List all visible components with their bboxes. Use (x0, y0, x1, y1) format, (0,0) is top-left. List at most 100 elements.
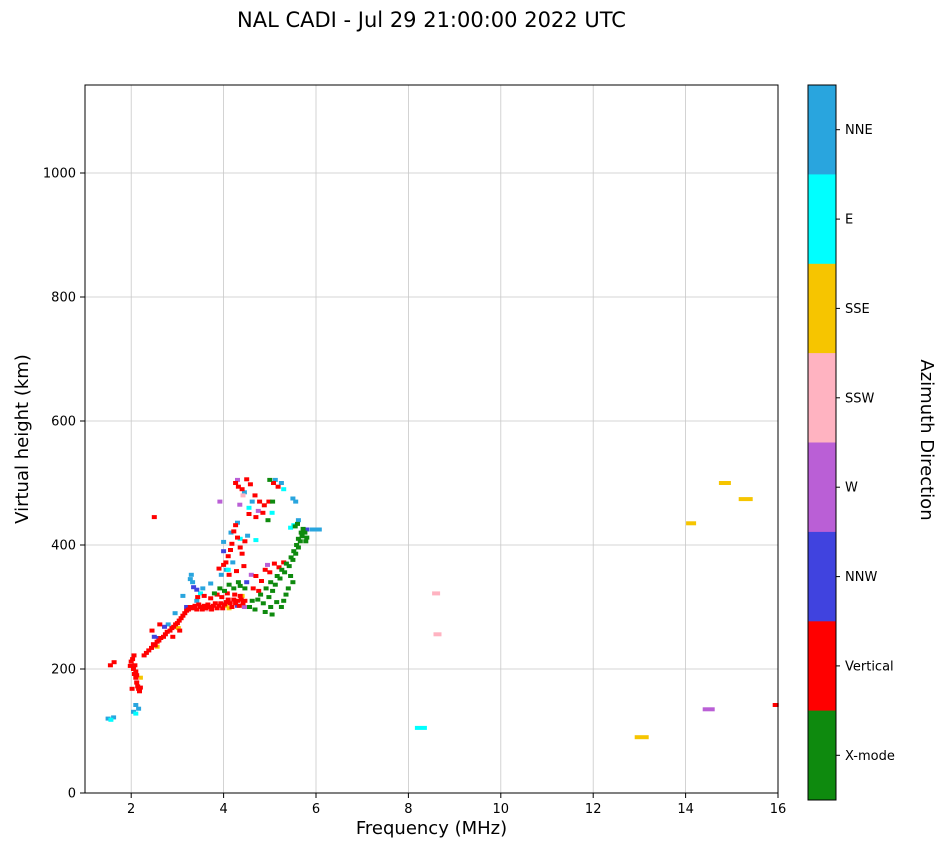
data-point-Vertical (111, 660, 117, 665)
data-point-Vertical (237, 593, 243, 598)
data-point-Vertical (208, 596, 214, 601)
data-point-Vertical (151, 515, 157, 520)
data-point-Vertical (231, 529, 237, 534)
data-point-Vertical (262, 567, 268, 572)
data-point-Vertical (244, 477, 250, 482)
data-point-Vertical (131, 667, 136, 671)
legend-label: SSW (845, 391, 875, 406)
data-point-X-mode (300, 526, 306, 531)
data-point-W (241, 605, 247, 609)
data-point-Vertical (231, 597, 237, 602)
data-point-Vertical (222, 602, 227, 607)
data-point-Vertical (214, 592, 220, 597)
y-tick-label: 600 (51, 415, 76, 430)
data-point-X-mode (269, 612, 275, 617)
data-point-X-mode (282, 570, 288, 575)
data-point-Vertical (146, 648, 152, 653)
data-point-Vertical (134, 680, 140, 685)
y-tick-label: 0 (68, 787, 76, 802)
data-point-X-mode (288, 555, 294, 560)
data-point-Vertical (233, 481, 239, 485)
data-point-E (253, 538, 259, 543)
legend-label: E (845, 213, 853, 228)
data-point-NNE (188, 572, 194, 577)
data-point-Vertical (232, 592, 238, 597)
data-point-X-mode (265, 518, 271, 523)
data-point-Vertical (207, 605, 213, 609)
legend-swatch-W (808, 442, 836, 533)
data-point-Vertical (281, 560, 287, 565)
data-point-X-mode (299, 534, 305, 539)
data-point-SSW (134, 678, 140, 683)
x-tick-label: 8 (404, 802, 412, 817)
data-point-Vertical (225, 554, 231, 559)
data-point-NNE (228, 530, 234, 535)
data-point-X-mode (274, 600, 280, 605)
data-point-W (217, 499, 223, 504)
data-point-Vertical (250, 586, 256, 591)
data-point-Vertical (236, 603, 242, 608)
data-point-Vertical (223, 600, 229, 605)
data-point-NNE (111, 715, 117, 720)
data-point-X-mode (272, 582, 278, 587)
data-point-NNE (293, 499, 299, 504)
data-point-Vertical (267, 570, 273, 575)
y-axis-label: Virtual height (km) (12, 354, 33, 524)
data-point-Vertical (198, 605, 203, 609)
data-point-X-mode (260, 601, 266, 606)
data-point-NNE (133, 703, 139, 707)
data-point-Vertical (228, 548, 233, 552)
data-point-X-mode (292, 524, 298, 529)
data-point-X-mode (295, 521, 300, 526)
legend-label: Vertical (845, 659, 894, 674)
data-point-X-mode (249, 598, 255, 603)
data-point-Vertical (162, 632, 168, 637)
legend-label: X-mode (845, 749, 895, 764)
data-point-SSE (634, 735, 649, 740)
data-point-Vertical (235, 484, 241, 489)
data-point-Vertical (224, 591, 230, 596)
data-point-X-mode (267, 477, 273, 482)
data-point-X-mode (290, 557, 296, 562)
data-point-Vertical (210, 603, 216, 608)
data-point-Vertical (190, 606, 196, 611)
data-point-Vertical (156, 638, 162, 643)
data-point-Vertical (137, 689, 142, 694)
data-point-E (237, 536, 243, 541)
data-point-Vertical (242, 598, 248, 603)
data-point-NNW (151, 634, 157, 639)
legend-swatch-Vertical (808, 621, 836, 712)
data-point-Vertical (259, 579, 264, 583)
data-point-NNE (272, 477, 278, 482)
data-point-Vertical (203, 606, 209, 611)
data-point-Vertical (271, 561, 277, 566)
data-point-X-mode (302, 530, 308, 535)
data-point-X-mode (279, 567, 285, 572)
data-point-NNE (290, 496, 296, 501)
data-point-X-mode (286, 564, 292, 569)
data-point-X-mode (247, 605, 252, 609)
x-axis-label: Frequency (MHz) (355, 818, 508, 839)
data-point-NNE (105, 716, 111, 721)
data-point-X-mode (235, 580, 241, 585)
data-point-NNE (165, 622, 171, 627)
data-point-NNE (309, 527, 318, 532)
data-point-Vertical (195, 595, 201, 600)
data-point-Vertical (164, 629, 170, 634)
data-point-W (255, 508, 261, 513)
data-point-Vertical (241, 564, 247, 569)
chart-title: NAL CADI - Jul 29 21:00:00 2022 UTC (237, 8, 626, 32)
data-point-E (133, 711, 139, 716)
data-point-Vertical (131, 653, 137, 658)
data-point-NNW (304, 527, 310, 532)
data-point-Vertical (253, 515, 259, 520)
data-point-Vertical (187, 605, 193, 609)
legend-swatch-SSW (808, 353, 836, 443)
data-point-X-mode (303, 539, 309, 544)
data-point-W (235, 477, 240, 482)
data-point-X-mode (283, 592, 289, 597)
data-point-NNE (278, 481, 284, 485)
data-point-X-mode (270, 499, 276, 504)
data-point-Vertical (186, 607, 191, 612)
